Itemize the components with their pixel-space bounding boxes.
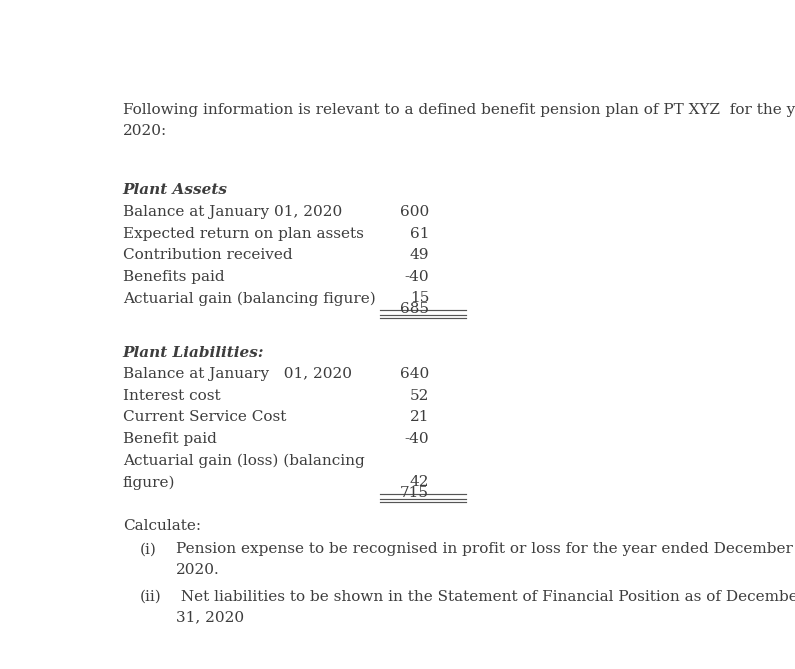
Text: Net liabilities to be shown in the Statement of Financial Position as of Decembe: Net liabilities to be shown in the State…	[176, 590, 795, 624]
Text: Interest cost: Interest cost	[122, 389, 220, 403]
Text: figure): figure)	[122, 476, 175, 490]
Text: Following information is relevant to a defined benefit pension plan of PT XYZ  f: Following information is relevant to a d…	[122, 104, 795, 138]
Text: 685: 685	[400, 302, 429, 316]
Text: Benefits paid: Benefits paid	[122, 270, 224, 284]
Text: -40: -40	[405, 270, 429, 284]
Text: Expected return on plan assets: Expected return on plan assets	[122, 227, 363, 241]
Text: 52: 52	[409, 389, 429, 403]
Text: Balance at January 01, 2020: Balance at January 01, 2020	[122, 205, 342, 219]
Text: 21: 21	[409, 411, 429, 424]
Text: 42: 42	[409, 476, 429, 490]
Text: Actuarial gain (balancing figure): Actuarial gain (balancing figure)	[122, 292, 375, 306]
Text: -40: -40	[405, 432, 429, 446]
Text: 49: 49	[409, 248, 429, 262]
Text: Calculate:: Calculate:	[122, 518, 201, 533]
Text: 15: 15	[409, 292, 429, 306]
Text: (ii): (ii)	[139, 590, 161, 604]
Text: 600: 600	[400, 205, 429, 219]
Text: Contribution received: Contribution received	[122, 248, 293, 262]
Text: 715: 715	[400, 486, 429, 500]
Text: Balance at January   01, 2020: Balance at January 01, 2020	[122, 367, 352, 381]
Text: 61: 61	[409, 227, 429, 241]
Text: Plant Liabilities:: Plant Liabilities:	[122, 346, 264, 359]
Text: Plant Assets: Plant Assets	[122, 183, 228, 197]
Text: Pension expense to be recognised in profit or loss for the year ended December 3: Pension expense to be recognised in prof…	[176, 543, 795, 577]
Text: (i): (i)	[139, 543, 157, 557]
Text: Benefit paid: Benefit paid	[122, 432, 217, 446]
Text: Current Service Cost: Current Service Cost	[122, 411, 286, 424]
Text: Actuarial gain (loss) (balancing: Actuarial gain (loss) (balancing	[122, 454, 365, 468]
Text: 640: 640	[400, 367, 429, 381]
